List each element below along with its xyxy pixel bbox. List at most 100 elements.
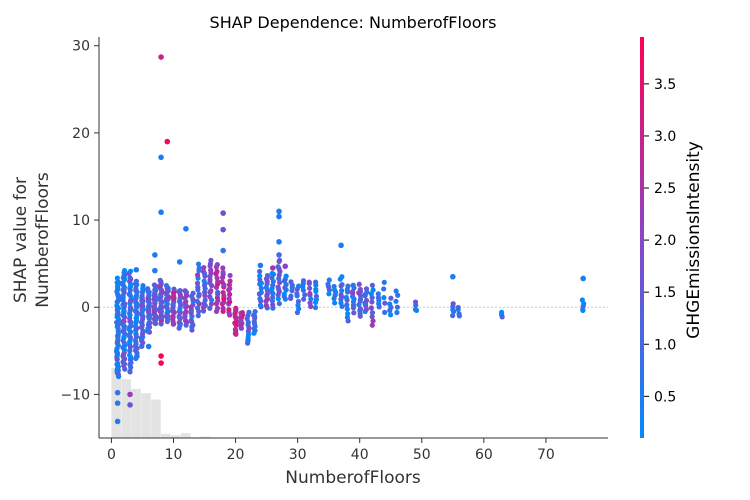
scatter-point	[281, 291, 287, 297]
scatter-point	[270, 265, 276, 271]
scatter-point	[183, 308, 189, 315]
scatter-point	[220, 289, 226, 296]
scatter-point	[158, 154, 164, 161]
y-tick-label: −10	[60, 387, 90, 403]
x-tick-label: 50	[413, 447, 431, 463]
scatter-point	[264, 272, 271, 279]
scatter-point	[344, 302, 350, 308]
colorbar-tick-label: 1.0	[654, 337, 676, 353]
scatter-point	[215, 289, 221, 295]
scatter-point	[245, 337, 251, 344]
scatter-point	[356, 281, 362, 287]
x-tick-label: 10	[165, 447, 183, 463]
scatter-point	[121, 318, 127, 325]
scatter-point	[275, 264, 281, 270]
scatter-point	[114, 389, 121, 396]
scatter-point	[220, 265, 226, 271]
scatter-point	[270, 294, 276, 301]
scatter-point	[176, 259, 183, 265]
scatter-point	[375, 291, 381, 297]
scatter-point	[306, 279, 312, 285]
scatter-point	[246, 309, 252, 315]
scatter-point	[269, 270, 275, 277]
scatter-point	[226, 307, 232, 313]
scatter-point	[220, 305, 226, 311]
scatter-point	[194, 280, 201, 286]
scatter-point	[196, 265, 202, 271]
scatter-point	[152, 267, 158, 274]
scatter-point	[307, 290, 313, 297]
scatter-point	[157, 277, 163, 283]
y-tick-label: 0	[81, 300, 90, 316]
scatter-point	[394, 304, 400, 310]
scatter-point	[313, 279, 319, 285]
scatter-point	[257, 302, 264, 308]
scatter-point	[370, 287, 376, 293]
scatter-point	[177, 288, 183, 294]
scatter-point	[276, 239, 282, 245]
scatter-point	[338, 292, 344, 298]
scatter-point	[312, 304, 319, 311]
scatter-point	[294, 290, 300, 297]
scatter-point	[275, 284, 281, 290]
scatter-point	[164, 138, 171, 145]
scatter-point	[232, 330, 239, 337]
colorbar-tick-label: 3.5	[654, 77, 676, 93]
scatter-point	[201, 278, 207, 284]
scatter-points	[114, 54, 586, 425]
scatter-point	[202, 297, 208, 303]
scatter-point	[369, 282, 375, 288]
scatter-point	[220, 226, 226, 233]
scatter-point	[388, 295, 394, 301]
scatter-point	[382, 300, 388, 306]
scatter-point	[201, 264, 207, 271]
scatter-point	[145, 343, 152, 350]
y-tick-label: 10	[72, 213, 90, 229]
scatter-point	[344, 314, 350, 321]
scatter-point	[331, 283, 337, 290]
scatter-point	[339, 274, 345, 280]
scatter-point	[263, 302, 269, 309]
scatter-point	[301, 296, 307, 302]
scatter-point	[257, 277, 263, 283]
scatter-point	[145, 286, 151, 292]
scatter-point	[158, 353, 164, 359]
colorbar	[640, 37, 644, 438]
scatter-point	[227, 291, 233, 297]
scatter-point	[369, 310, 376, 316]
scatter-point	[200, 308, 207, 314]
scatter-point	[382, 309, 388, 315]
scatter-point	[276, 257, 283, 263]
histogram-bar	[131, 389, 141, 438]
y-tick-label: 20	[72, 126, 90, 142]
scatter-point	[114, 418, 121, 425]
scatter-point	[194, 298, 200, 305]
scatter-point	[456, 311, 462, 317]
scatter-point	[283, 273, 289, 279]
scatter-point	[338, 242, 344, 249]
scatter-point	[151, 282, 158, 288]
scatter-point	[325, 281, 331, 287]
x-tick-label: 70	[537, 447, 555, 463]
y-axis-label: SHAP value for NumberofFloors	[11, 172, 53, 308]
scatter-point	[306, 285, 313, 291]
scatter-point	[127, 304, 133, 311]
scatter-point	[375, 295, 382, 301]
scatter-point	[194, 272, 201, 278]
histogram-bar	[151, 399, 161, 438]
scatter-point	[258, 285, 264, 291]
scatter-point	[239, 310, 246, 316]
scatter-point	[276, 252, 282, 258]
scatter-point	[395, 292, 401, 298]
scatter-point	[227, 272, 233, 279]
scatter-point	[257, 273, 263, 279]
scatter-point	[313, 293, 320, 299]
scatter-point	[326, 277, 332, 283]
scatter-point	[282, 263, 289, 270]
scatter-point	[188, 317, 194, 323]
scatter-clusters	[114, 257, 587, 380]
scatter-point	[370, 318, 376, 324]
scatter-point	[332, 300, 338, 306]
histogram-bar	[121, 379, 131, 438]
scatter-point	[288, 279, 294, 285]
